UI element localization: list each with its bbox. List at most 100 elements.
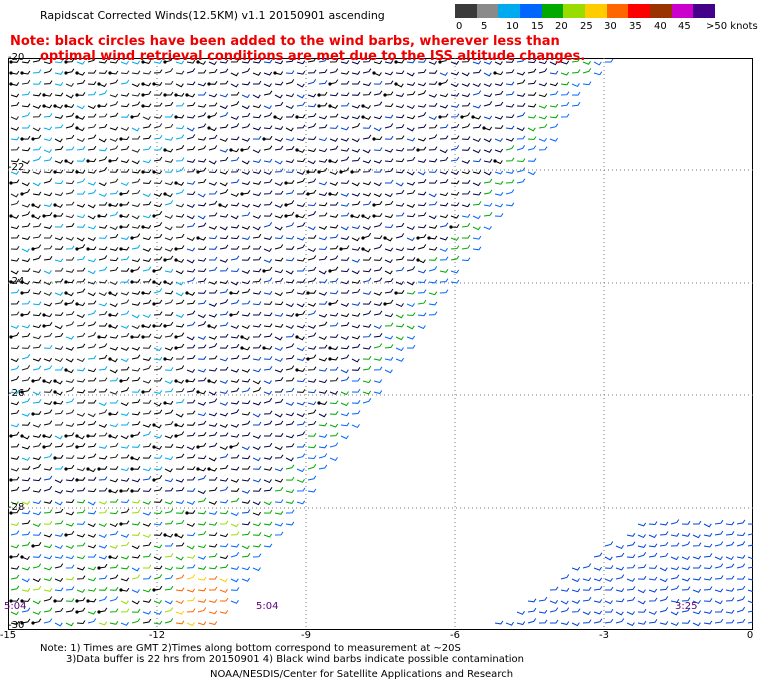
wind-barb bbox=[571, 599, 581, 604]
wind-barb bbox=[516, 112, 526, 118]
wind-barb bbox=[516, 79, 526, 85]
wind-barb bbox=[615, 552, 625, 558]
contamination-circle bbox=[306, 357, 310, 361]
wind-barb bbox=[483, 101, 493, 107]
wind-barb bbox=[98, 587, 108, 591]
wind-barb bbox=[10, 257, 20, 262]
wind-barb bbox=[241, 411, 251, 416]
wind-barb bbox=[351, 148, 361, 153]
wind-barb bbox=[318, 434, 328, 438]
wind-barb bbox=[439, 256, 449, 261]
wind-barb bbox=[461, 136, 471, 141]
wind-barb bbox=[131, 600, 140, 605]
wind-barb bbox=[186, 355, 196, 360]
contamination-circle bbox=[438, 60, 442, 64]
wind-barb bbox=[241, 489, 251, 494]
wind-barb bbox=[98, 246, 108, 251]
wind-barb bbox=[109, 292, 118, 297]
wind-barb bbox=[725, 531, 735, 536]
wind-barb bbox=[54, 192, 64, 197]
wind-barb bbox=[681, 566, 691, 571]
wind-barb bbox=[142, 423, 152, 428]
wind-barb bbox=[109, 303, 118, 308]
wind-barb bbox=[428, 179, 438, 184]
wind-barb bbox=[109, 247, 119, 251]
wind-barb bbox=[76, 302, 86, 307]
wind-barb bbox=[703, 576, 713, 581]
wind-barb bbox=[164, 299, 174, 305]
wind-barb bbox=[54, 400, 64, 405]
wind-barb bbox=[384, 135, 394, 140]
wind-barb bbox=[263, 83, 272, 88]
wind-barb bbox=[340, 167, 350, 173]
wind-barb bbox=[274, 277, 284, 283]
wind-barb bbox=[10, 116, 19, 121]
wind-barb bbox=[362, 82, 372, 87]
wind-barb bbox=[351, 201, 361, 206]
contamination-circle bbox=[75, 126, 79, 130]
contamination-circle bbox=[119, 588, 123, 592]
wind-barb bbox=[659, 541, 669, 547]
contamination-circle bbox=[372, 203, 376, 207]
contamination-circle bbox=[339, 170, 343, 174]
wind-barb bbox=[373, 357, 383, 361]
wind-barb bbox=[263, 442, 273, 448]
wind-barb bbox=[54, 146, 64, 151]
wind-barb bbox=[76, 566, 86, 571]
wind-barb bbox=[263, 145, 273, 151]
wind-barb bbox=[175, 500, 185, 504]
wind-barb bbox=[362, 390, 372, 395]
wind-barb bbox=[296, 378, 306, 383]
wind-barb bbox=[450, 269, 460, 274]
contamination-circle bbox=[174, 346, 178, 350]
wind-barb bbox=[714, 563, 724, 569]
color-scale-swatch bbox=[541, 4, 564, 18]
wind-barb bbox=[76, 421, 86, 426]
wind-barb bbox=[659, 578, 668, 583]
wind-barb bbox=[329, 322, 339, 327]
wind-barb bbox=[538, 104, 548, 109]
wind-barb bbox=[439, 236, 449, 241]
wind-barb bbox=[186, 532, 196, 537]
wind-barb bbox=[318, 148, 328, 153]
wind-barb bbox=[472, 170, 482, 175]
wind-barb bbox=[10, 332, 20, 338]
wind-barb bbox=[384, 259, 393, 264]
wind-barb bbox=[252, 457, 261, 462]
wind-barb bbox=[384, 313, 394, 318]
contamination-circle bbox=[372, 71, 376, 75]
wind-barb bbox=[296, 214, 306, 219]
wind-barb bbox=[76, 620, 86, 625]
contamination-circle bbox=[174, 379, 178, 383]
contamination-circle bbox=[317, 93, 321, 97]
wind-barb bbox=[76, 278, 86, 283]
wind-barb bbox=[417, 103, 427, 108]
wind-barb bbox=[88, 399, 97, 404]
wind-barb bbox=[329, 334, 339, 338]
wind-barb bbox=[307, 324, 317, 329]
wind-barb bbox=[21, 248, 30, 253]
contamination-circle bbox=[141, 82, 145, 86]
wind-barb bbox=[54, 346, 64, 350]
wind-barb bbox=[351, 258, 361, 263]
contamination-circle bbox=[119, 203, 123, 207]
wind-barb bbox=[285, 222, 295, 228]
color-scale-label: 35 bbox=[629, 21, 642, 32]
wind-barb bbox=[164, 585, 174, 591]
wind-barb bbox=[131, 70, 141, 75]
wind-barb bbox=[120, 236, 130, 240]
wind-barb bbox=[549, 82, 559, 87]
wind-barb bbox=[351, 246, 361, 251]
wind-barb bbox=[10, 401, 20, 406]
wind-barb bbox=[395, 70, 405, 75]
contamination-circle bbox=[119, 137, 123, 141]
wind-barb bbox=[197, 544, 207, 549]
wind-barb bbox=[142, 599, 152, 603]
wind-barb bbox=[43, 409, 53, 415]
y-tick-label: -22 bbox=[8, 162, 25, 173]
wind-barb bbox=[142, 399, 152, 404]
wind-barb bbox=[153, 246, 163, 251]
wind-barb bbox=[472, 104, 482, 109]
wind-barb bbox=[186, 81, 196, 86]
wind-barb bbox=[384, 167, 394, 173]
